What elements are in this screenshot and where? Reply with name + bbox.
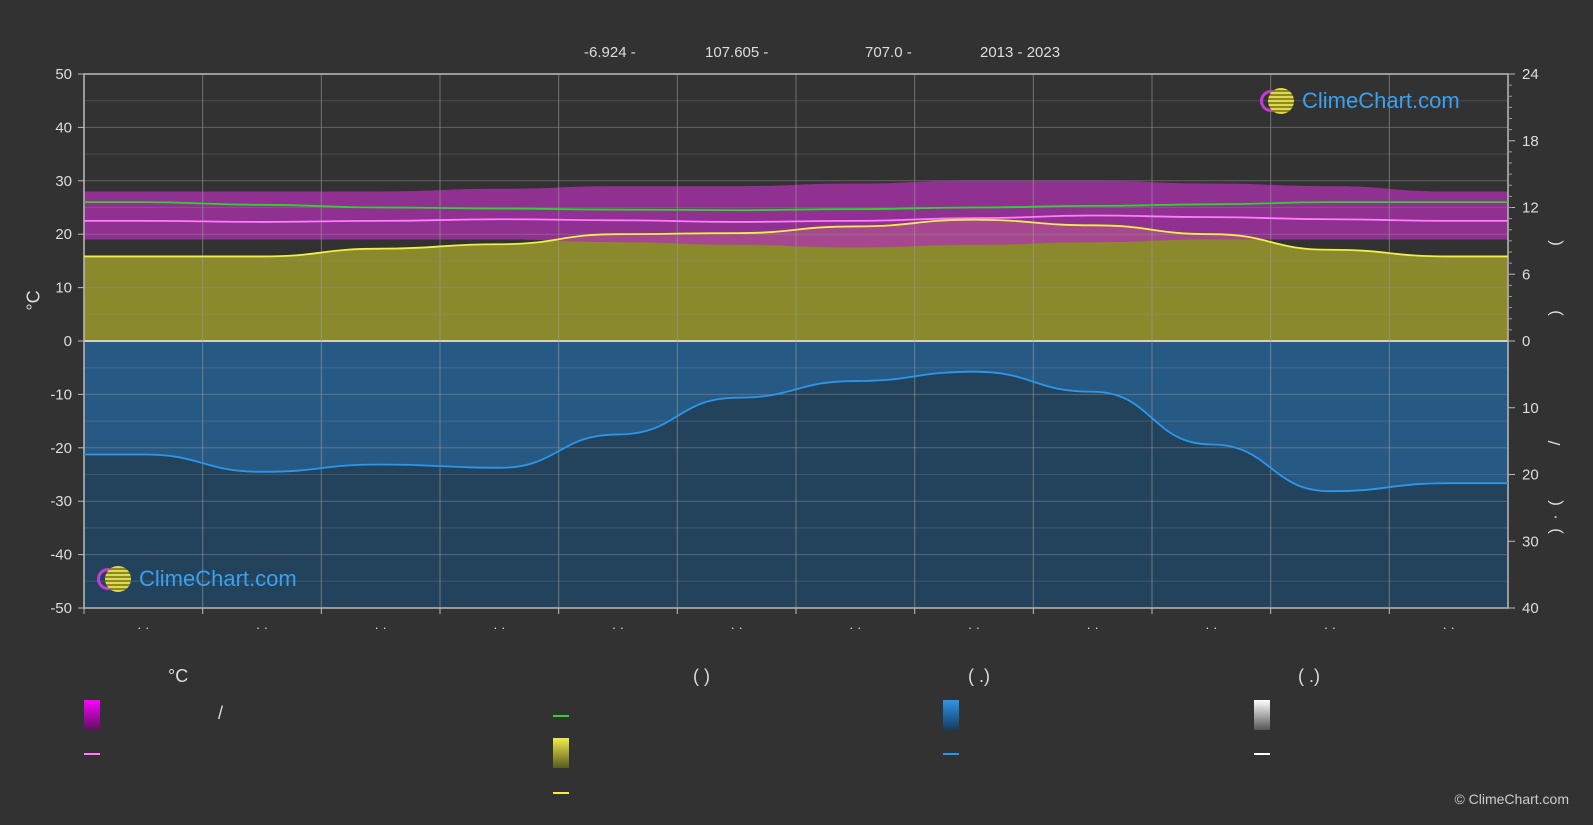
logo-text: ClimeChart.com xyxy=(139,566,297,591)
right-tick-label-precip: 40 xyxy=(1522,600,1539,617)
left-tick-label: 30 xyxy=(55,173,72,190)
logo-bottom: ClimeChart.com xyxy=(97,566,297,592)
right-tick-label-sun: 6 xyxy=(1522,266,1530,283)
x-tick-label: · · xyxy=(1087,620,1099,635)
header-lon: 107.605 - xyxy=(705,44,769,61)
legend-title-temp: °C xyxy=(168,666,189,686)
x-tick-label: · · xyxy=(612,620,624,635)
left-tick-label: -50 xyxy=(50,600,72,617)
legend-line-snow-mean xyxy=(1254,753,1270,755)
copyright: © ClimeChart.com xyxy=(1454,791,1569,807)
legend-swatch-snow xyxy=(1254,700,1270,730)
legend-title-sun: ( ) xyxy=(693,666,710,686)
series-line-1 xyxy=(84,214,1508,223)
logo-text: ClimeChart.com xyxy=(1302,88,1460,113)
left-tick-label: 40 xyxy=(55,119,72,136)
series-line-2 xyxy=(84,218,1508,258)
legend-swatch-temp-range xyxy=(84,700,100,730)
left-axis-unit: °C xyxy=(23,290,44,311)
right-axis-label-glyph: ) xyxy=(1545,528,1564,534)
left-tick-label: 50 xyxy=(55,66,72,83)
right-axis-label-glyph: · xyxy=(1545,514,1564,520)
header-elev: 707.0 - xyxy=(865,44,912,61)
legend-line-sun-mean xyxy=(553,792,569,794)
right-tick-label-sun: 12 xyxy=(1522,200,1539,217)
chart-lines xyxy=(84,201,1508,493)
legend-title-precip: ( .) xyxy=(968,666,990,686)
series-line-3 xyxy=(84,370,1508,493)
legend-swatch-sun xyxy=(553,738,569,768)
x-tick-label: · · xyxy=(968,620,980,635)
x-tick-label: · · xyxy=(137,620,149,635)
x-tick-label: · · xyxy=(1324,620,1336,635)
left-tick-label: 10 xyxy=(55,280,72,297)
legend-line-temp-mean xyxy=(84,753,100,755)
left-tick-label: -20 xyxy=(50,440,72,457)
right-axis-label-glyph: ) xyxy=(1545,310,1564,316)
right-tick-label-precip: 10 xyxy=(1522,400,1539,417)
x-tick-label: · · xyxy=(731,620,743,635)
left-tick-label: 0 xyxy=(64,333,72,350)
x-tick-label: · · xyxy=(256,620,268,635)
right-tick-label-sun: 24 xyxy=(1522,66,1539,83)
x-tick-label: · · xyxy=(493,620,505,635)
legend-swatch-precip xyxy=(943,700,959,730)
right-tick-label-precip: 30 xyxy=(1522,533,1539,550)
chart-grid xyxy=(83,73,1509,609)
left-tick-label: 20 xyxy=(55,226,72,243)
axis-ticks: 50 40 30 20 10 0 -10 -20 -30 -40 -50 24 18 12 6 0 10 20 30… xyxy=(50,66,1564,635)
left-tick-label: -40 xyxy=(50,547,72,564)
left-tick-label: -30 xyxy=(50,493,72,510)
series-line-0 xyxy=(84,201,1508,212)
x-tick-label: · · xyxy=(1443,620,1455,635)
left-tick-label: -10 xyxy=(50,386,72,403)
right-axis-label-glyph: ( xyxy=(1545,240,1564,246)
legend-line-daylight xyxy=(553,715,569,717)
right-tick-label-precip: 20 xyxy=(1522,467,1539,484)
x-tick-label: · · xyxy=(1205,620,1217,635)
right-tick-label-sun: 0 xyxy=(1522,333,1530,350)
legend-slash: / xyxy=(218,703,224,723)
legend-line-precip-mean xyxy=(943,753,959,755)
legend-swatches xyxy=(84,700,1270,794)
header-lat: -6.924 - xyxy=(584,44,636,61)
x-tick-label: · · xyxy=(849,620,861,635)
logo-sun-icon xyxy=(1268,88,1294,114)
header-years: 2013 - 2023 xyxy=(980,44,1061,61)
logo-sun-icon xyxy=(105,566,131,592)
legend-title-snow: ( .) xyxy=(1298,666,1320,686)
right-tick-label-sun: 18 xyxy=(1522,133,1539,150)
x-tick-label: · · xyxy=(375,620,387,635)
right-axis-label-glyph: / xyxy=(1545,440,1564,445)
right-axis-label-glyph: ( xyxy=(1545,500,1564,506)
logo-top: ClimeChart.com xyxy=(1260,88,1460,114)
